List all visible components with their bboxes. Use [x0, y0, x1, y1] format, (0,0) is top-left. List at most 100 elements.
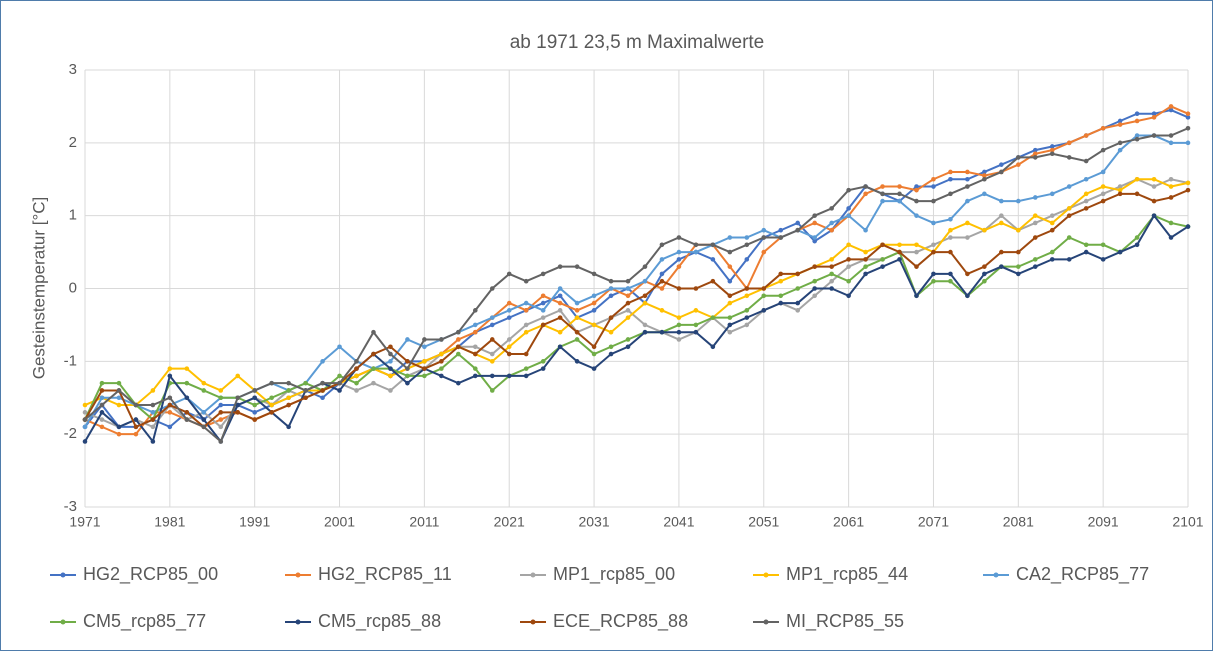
data-point [574, 315, 580, 320]
data-point [1066, 184, 1072, 189]
data-point [523, 300, 529, 306]
data-point [965, 176, 970, 182]
data-point [371, 380, 376, 386]
legend-item: HG2_RCP85_00 [50, 564, 218, 585]
data-point [1083, 176, 1089, 182]
data-point [286, 395, 291, 401]
data-point [897, 257, 902, 262]
data-point [1185, 111, 1191, 116]
data-point [1100, 257, 1106, 262]
data-point [1049, 220, 1055, 226]
data-point [456, 344, 461, 350]
legend-label: MP1_rcp85_44 [786, 564, 908, 585]
x-tick-label: 2041 [663, 514, 694, 530]
data-point [337, 388, 342, 393]
data-point [1151, 115, 1157, 120]
data-point [608, 286, 614, 291]
data-point [914, 187, 919, 193]
data-point [1168, 184, 1174, 189]
data-point [1134, 111, 1140, 116]
data-point [999, 169, 1004, 175]
data-point [642, 329, 648, 335]
data-point [574, 359, 580, 364]
data-point [354, 373, 359, 379]
data-point [1083, 191, 1089, 197]
data-point [1168, 107, 1174, 113]
data-point [1151, 198, 1157, 204]
data-point [540, 300, 546, 306]
data-point [1151, 184, 1157, 189]
data-point [812, 220, 817, 226]
data-point [523, 308, 529, 313]
data-point [999, 220, 1004, 226]
data-point [931, 198, 936, 204]
data-point [829, 286, 834, 291]
data-point [574, 264, 580, 269]
data-point [982, 227, 987, 233]
series-line [84, 127, 1189, 444]
data-point [371, 366, 376, 371]
data-point [1049, 227, 1055, 233]
data-point [727, 293, 733, 299]
data-point [388, 359, 393, 364]
data-point [1168, 220, 1174, 226]
legend-item: CM5_rcp85_77 [50, 611, 206, 632]
data-point [846, 257, 851, 262]
data-point [116, 431, 122, 437]
data-point [269, 380, 274, 386]
data-point [591, 351, 597, 357]
data-point [337, 380, 342, 386]
x-tick-label: 1981 [154, 514, 185, 530]
y-tick-label: 2 [69, 134, 77, 151]
data-point [574, 308, 580, 313]
data-point [744, 293, 750, 299]
data-point [982, 264, 987, 269]
data-point [218, 395, 224, 401]
data-point [82, 439, 88, 444]
y-tick-label: -3 [64, 498, 77, 515]
data-point [863, 227, 868, 233]
data-point [948, 217, 953, 222]
data-point [1066, 140, 1072, 146]
data-point [167, 366, 173, 371]
data-point [489, 373, 495, 379]
data-point [965, 184, 970, 189]
data-point [914, 198, 919, 204]
data-point [184, 410, 190, 415]
data-point [439, 359, 444, 364]
data-point [761, 249, 767, 255]
legend-item: CA2_RCP85_77 [983, 564, 1149, 585]
data-point [829, 257, 834, 262]
data-point [914, 249, 919, 255]
data-point [354, 388, 359, 393]
data-point [948, 227, 953, 233]
data-point [812, 213, 817, 218]
data-point [99, 417, 105, 422]
data-point [1100, 169, 1106, 175]
data-point [880, 242, 885, 248]
data-point [795, 308, 801, 313]
data-point [1016, 227, 1021, 233]
data-point [1032, 155, 1038, 160]
data-point [184, 395, 190, 401]
data-point [846, 242, 851, 248]
data-point [914, 213, 919, 218]
data-point [1151, 213, 1157, 218]
data-point [167, 424, 173, 430]
data-point [472, 373, 478, 379]
series-line [84, 189, 1189, 429]
data-point [676, 329, 682, 335]
data-point [574, 329, 580, 335]
data-point [1032, 257, 1038, 262]
legend-marker [763, 572, 769, 578]
data-point [948, 191, 953, 197]
data-point [625, 300, 631, 306]
data-point [795, 286, 801, 291]
data-point [472, 351, 478, 357]
data-point [218, 410, 224, 415]
data-point [744, 322, 750, 328]
data-point [829, 278, 834, 284]
data-point [286, 424, 291, 430]
data-point [914, 264, 919, 269]
